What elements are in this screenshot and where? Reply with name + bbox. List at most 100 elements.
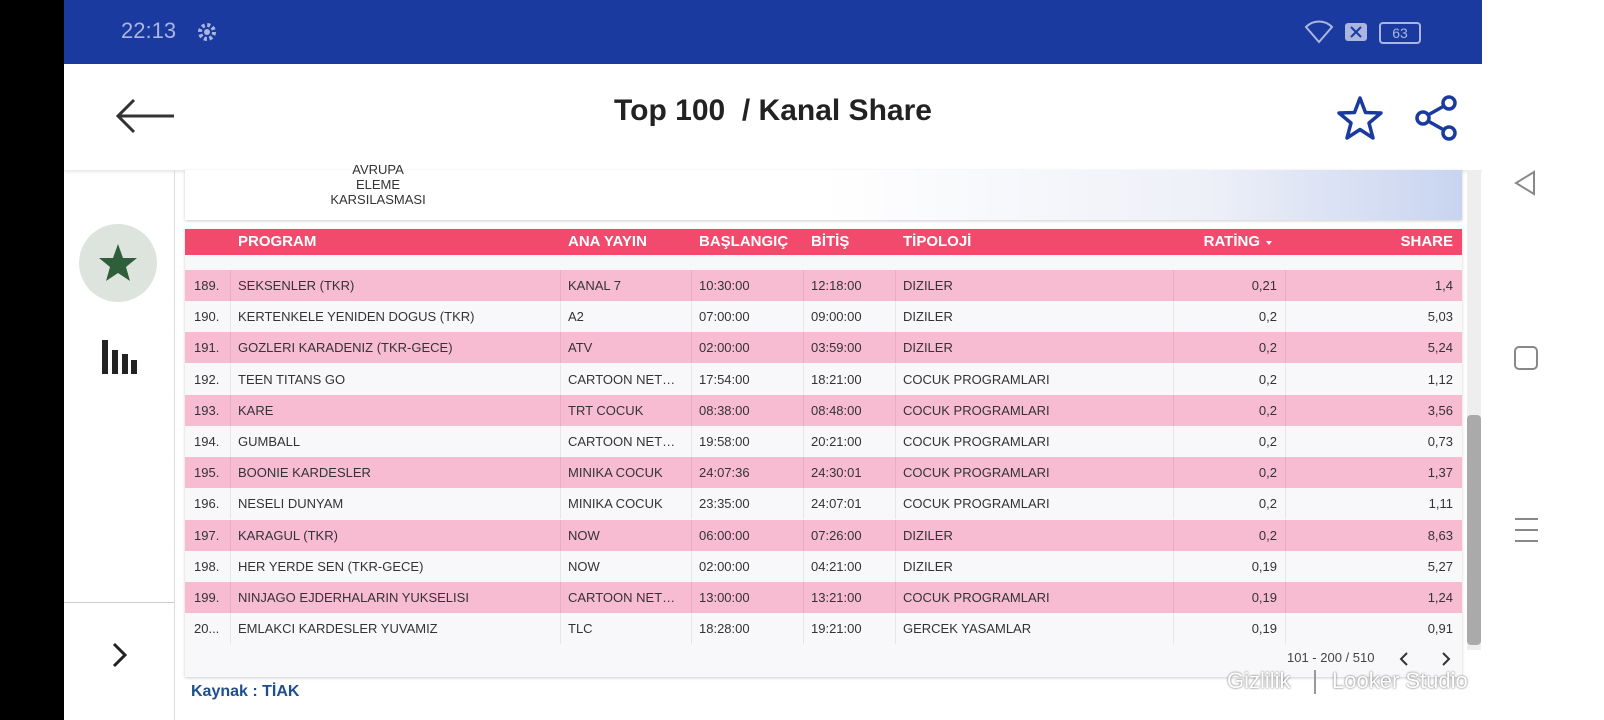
- column-divider: [230, 332, 231, 364]
- table-cell: 193.: [194, 402, 220, 418]
- table-cell: DIZILER: [903, 558, 953, 574]
- table-cell: 02:00:00: [699, 340, 750, 356]
- table-cell: 24:30:01: [811, 465, 862, 481]
- column-divider: [895, 332, 896, 364]
- table-cell: COCUK PROGRAMLARI: [903, 590, 1050, 605]
- table-cell: 0,21: [1251, 278, 1277, 293]
- column-divider: [895, 550, 896, 582]
- column-divider: [803, 613, 804, 645]
- table-cell: EMLAKCI KARDESLER YUVAMIZ: [238, 621, 438, 637]
- table-row: 191. GOZLERI KARADENIZ (TKR-GECE) ATV 02:00…: [185, 332, 1462, 364]
- column-divider: [230, 301, 231, 333]
- table-cell: 197.: [194, 527, 220, 543]
- table-cell: 07:26:00: [811, 527, 862, 543]
- column-divider: [1173, 488, 1174, 520]
- favorites-tab[interactable]: [79, 224, 159, 304]
- charts-tab[interactable]: [102, 340, 138, 374]
- card-line: AVRUPA: [352, 162, 404, 177]
- table-cell: CARTOON NET…: [568, 371, 676, 387]
- table-cell: KERTENKELE YENIDEN DOGUS (TKR): [238, 309, 475, 325]
- column-divider: [1285, 363, 1286, 395]
- scroll-thumb[interactable]: [1467, 415, 1481, 645]
- favorite-button[interactable]: [1336, 95, 1384, 141]
- column-divider: [560, 270, 561, 301]
- table-cell: 18:28:00: [699, 621, 750, 637]
- column-divider: [895, 301, 896, 333]
- table-cell: KANAL 7: [568, 278, 621, 293]
- table-row: 190. KERTENKELE YENIDEN DOGUS (TKR) A2 07:0…: [185, 301, 1462, 333]
- column-divider: [803, 301, 804, 333]
- table-cell: 08:48:00: [811, 402, 862, 418]
- sort-arrow[interactable]: [1264, 238, 1274, 248]
- table-row: 198. HER YERDE SEN (TKR-GECE) NOW 02:00:00 0…: [185, 550, 1462, 582]
- nav-home[interactable]: [1512, 344, 1542, 374]
- table-cell: 191.: [194, 340, 220, 356]
- share-button[interactable]: [1414, 95, 1458, 141]
- table-cell: 24:07:36: [699, 465, 750, 481]
- page-title: Top 100 / Kanal Share: [614, 94, 932, 127]
- sidebar: [64, 170, 175, 720]
- table-header: PROGRAM ANA YAYIN BAŞLANGIÇ BİTİŞ TİPOLOJİ RA…: [185, 229, 1462, 255]
- table-cell: 12:18:00: [811, 278, 862, 293]
- column-divider: [1285, 332, 1286, 364]
- divider: [64, 602, 174, 603]
- table-cell: CARTOON NET…: [568, 590, 676, 605]
- table-cell: 13:00:00: [699, 590, 750, 605]
- table-cell: 199.: [194, 590, 220, 605]
- column-divider: [230, 426, 231, 457]
- table-row: 196. NESELI DUNYAM MINIKA COCUK 23:35:00 24:…: [185, 488, 1462, 520]
- column-divider: [803, 332, 804, 364]
- nav-menu[interactable]: [1512, 515, 1542, 545]
- expand-button[interactable]: [110, 642, 130, 668]
- column-divider: [560, 582, 561, 613]
- footer-divider: [1314, 670, 1316, 694]
- table-cell: 0,19: [1251, 621, 1277, 637]
- table-cell: 195.: [194, 465, 220, 481]
- column-divider: [1285, 550, 1286, 582]
- table-cell: COCUK PROGRAMLARI: [903, 402, 1050, 418]
- column-header: BİTİŞ: [811, 233, 850, 250]
- table-cell: 0,2: [1258, 527, 1277, 543]
- column-divider: [803, 270, 804, 301]
- table-cell: 20:21:00: [811, 434, 862, 449]
- table-cell: GOZLERI KARADENIZ (TKR-GECE): [238, 340, 453, 356]
- data-table: PROGRAM ANA YAYIN BAŞLANGIÇ BİTİŞ TİPOLOJİ RA…: [185, 229, 1462, 677]
- table-row: 199. NINJAGO EJDERHALARIN YUKSELISI CARTOO…: [185, 582, 1462, 613]
- table-row: 189. SEKSENLER (TKR) KANAL 7 10:30:00 12:18:…: [185, 270, 1462, 301]
- table-cell: A2: [568, 309, 584, 325]
- column-divider: [691, 582, 692, 613]
- nav-back[interactable]: [1512, 168, 1542, 198]
- card-text: AVRUPA ELEME KARSILASMASI: [328, 162, 428, 207]
- column-divider: [895, 488, 896, 520]
- table-cell: 03:59:00: [811, 340, 862, 356]
- table-cell: 5,24: [1427, 340, 1453, 356]
- column-divider: [230, 488, 231, 520]
- table-cell: NINJAGO EJDERHALARIN YUKSELISI: [238, 590, 469, 605]
- table-cell: GUMBALL: [238, 434, 301, 449]
- table-cell: 1,4: [1434, 278, 1453, 293]
- table-cell: 20...: [194, 621, 220, 637]
- table-cell: 198.: [194, 558, 220, 574]
- table-cell: 0,19: [1251, 590, 1277, 605]
- table-cell: HER YERDE SEN (TKR-GECE): [238, 558, 424, 574]
- table-cell: CARTOON NET…: [568, 434, 676, 449]
- table-cell: DIZILER: [903, 527, 953, 543]
- back-button[interactable]: [114, 96, 176, 136]
- column-divider: [803, 394, 804, 426]
- table-cell: COCUK PROGRAMLARI: [903, 465, 1050, 481]
- card-line: ELEME: [355, 177, 401, 192]
- table-cell: 0,2: [1258, 465, 1277, 481]
- table-cell: 194.: [194, 434, 220, 449]
- table-cell: 8,63: [1427, 527, 1453, 543]
- privacy-link[interactable]: Gizlilik: [1227, 668, 1291, 693]
- page-nav[interactable]: [1397, 650, 1457, 668]
- table-cell: 5,03: [1427, 309, 1453, 325]
- column-divider: [1285, 426, 1286, 457]
- column-divider: [230, 363, 231, 395]
- column-divider: [691, 488, 692, 520]
- column-divider: [230, 550, 231, 582]
- table-cell: 1,37: [1427, 465, 1453, 481]
- column-divider: [895, 270, 896, 301]
- table-cell: MINIKA COCUK: [568, 496, 663, 512]
- column-divider: [1173, 457, 1174, 489]
